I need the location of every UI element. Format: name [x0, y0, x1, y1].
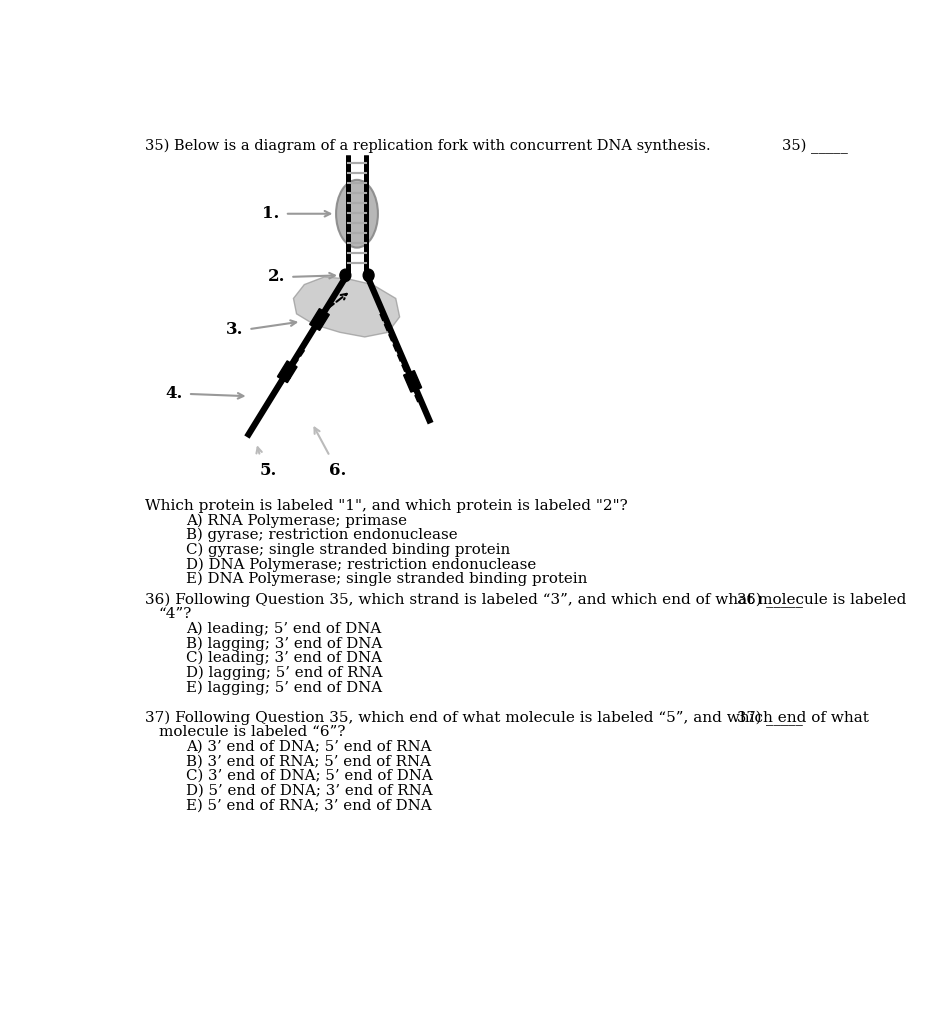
Text: E) lagging; 5’ end of DNA: E) lagging; 5’ end of DNA: [187, 680, 383, 694]
Ellipse shape: [363, 269, 374, 282]
Text: 35) Below is a diagram of a replication fork with concurrent DNA synthesis.: 35) Below is a diagram of a replication …: [145, 138, 710, 153]
Text: C) leading; 3’ end of DNA: C) leading; 3’ end of DNA: [187, 651, 383, 666]
Text: 36) _____: 36) _____: [737, 593, 802, 608]
Ellipse shape: [340, 269, 351, 282]
Polygon shape: [403, 371, 421, 392]
Text: 3.: 3.: [226, 321, 243, 338]
Text: D) DNA Polymerase; restriction endonuclease: D) DNA Polymerase; restriction endonucle…: [187, 557, 537, 571]
Text: Which protein is labeled "1", and which protein is labeled "2"?: Which protein is labeled "1", and which …: [145, 499, 628, 513]
Text: 6.: 6.: [329, 462, 347, 478]
Ellipse shape: [336, 180, 378, 248]
Text: A) 3’ end of DNA; 5’ end of RNA: A) 3’ end of DNA; 5’ end of RNA: [187, 739, 432, 754]
Text: B) gyrase; restriction endonuclease: B) gyrase; restriction endonuclease: [187, 528, 458, 543]
Text: E) DNA Polymerase; single stranded binding protein: E) DNA Polymerase; single stranded bindi…: [187, 571, 587, 586]
Text: molecule is labeled “6”?: molecule is labeled “6”?: [159, 725, 345, 739]
Text: 37) _____: 37) _____: [737, 711, 802, 726]
Text: C) 3’ end of DNA; 5’ end of DNA: C) 3’ end of DNA; 5’ end of DNA: [187, 769, 433, 783]
Polygon shape: [293, 276, 400, 337]
Text: D) 5’ end of DNA; 3’ end of RNA: D) 5’ end of DNA; 3’ end of RNA: [187, 783, 433, 798]
Text: 4.: 4.: [165, 385, 183, 402]
Text: 37) Following Question 35, which end of what molecule is labeled “5”, and which : 37) Following Question 35, which end of …: [145, 711, 869, 725]
Text: C) gyrase; single stranded binding protein: C) gyrase; single stranded binding prote…: [187, 543, 511, 557]
Text: 5.: 5.: [260, 462, 276, 478]
Text: E) 5’ end of RNA; 3’ end of DNA: E) 5’ end of RNA; 3’ end of DNA: [187, 798, 432, 812]
Polygon shape: [310, 308, 330, 331]
Text: 1.: 1.: [262, 205, 279, 222]
Text: “4”?: “4”?: [159, 607, 192, 622]
Text: 2.: 2.: [267, 268, 285, 286]
Text: A) RNA Polymerase; primase: A) RNA Polymerase; primase: [187, 513, 407, 527]
Text: B) 3’ end of RNA; 5’ end of RNA: B) 3’ end of RNA; 5’ end of RNA: [187, 755, 432, 768]
Text: 35) _____: 35) _____: [782, 138, 847, 154]
Text: B) lagging; 3’ end of DNA: B) lagging; 3’ end of DNA: [187, 637, 383, 651]
Text: A) leading; 5’ end of DNA: A) leading; 5’ end of DNA: [187, 622, 382, 636]
Text: 36) Following Question 35, which strand is labeled “3”, and which end of what mo: 36) Following Question 35, which strand …: [145, 593, 906, 607]
Polygon shape: [277, 360, 297, 383]
Text: D) lagging; 5’ end of RNA: D) lagging; 5’ end of RNA: [187, 666, 383, 680]
